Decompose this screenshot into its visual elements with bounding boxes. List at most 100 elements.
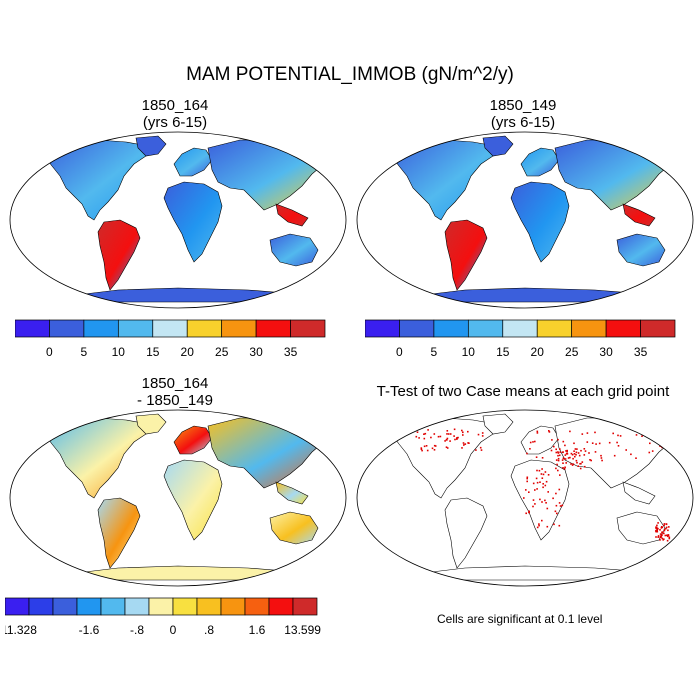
significant-cell [567,457,570,459]
colorbar-tick-label: .8 [204,623,214,637]
significant-cell [613,454,616,457]
map-border [9,409,347,587]
panel-2-title: 1850_149 (yrs 6-15) [363,97,683,131]
significant-cell [555,504,558,507]
continent-indochina [275,203,309,227]
significant-cell [662,539,664,541]
significant-cell [539,481,541,483]
significant-cell [569,456,571,459]
colorbar-swatch [571,319,607,338]
significant-cell [475,449,477,451]
significant-cell [660,536,662,538]
significant-cell [564,458,567,460]
significant-cell [468,442,470,444]
significant-cell [668,536,671,538]
significant-cell [573,453,576,455]
colorbar-tick-label: 20 [181,345,195,359]
panel-1-title-line2: (yrs 6-15) [142,114,208,131]
significant-cell [581,461,584,463]
colorbar-swatch [502,319,538,338]
colorbar-swatch [148,597,174,616]
continent-africa [510,181,570,263]
significant-cell [575,459,578,462]
significant-cell [547,491,549,493]
significant-cell [529,441,532,444]
colorbar-swatch [220,597,246,616]
significant-cell [595,443,597,445]
significant-cell [423,445,426,448]
significant-cell [555,459,558,461]
significant-cell [659,539,661,541]
significant-cell [553,523,555,526]
colorbar-tick-label: 20 [531,345,545,359]
significant-cell [659,533,662,535]
significant-cell [558,524,561,527]
significant-cell [551,439,553,441]
significant-cell [570,463,572,465]
continent-greenland [482,413,514,435]
significant-cell [446,447,449,449]
significant-cell [461,447,463,449]
figure-title: MAM POTENTIAL_IMMOB (gN/m^2/y) [186,64,514,85]
significant-cell [591,442,594,444]
significant-cell [616,441,618,444]
colorbar-swatch [152,319,188,338]
significant-cell [655,536,657,538]
significant-cell [577,465,579,467]
colorbar-tick-label: 0 [170,623,177,637]
colorbar-swatch [15,319,50,338]
significant-cell [558,454,561,457]
significant-cell [661,531,663,534]
map-border [356,131,694,309]
significant-cell [526,476,529,479]
significant-cell [661,534,663,537]
colorbar-tick-label: -1.6 [79,623,100,637]
colorbar-swatch [124,597,150,616]
colorbar-swatch [255,319,291,338]
colorbar-tick-label: 35 [634,345,648,359]
significant-cell [544,484,547,487]
colorbar-tick-label: 5 [81,345,88,359]
colorbar-tick-label: 25 [565,345,579,359]
significant-cell [563,468,566,470]
significant-cell [600,454,602,457]
significant-cell [538,524,540,527]
significant-cell [559,474,561,476]
significant-cell [574,455,576,458]
significant-cell [561,504,564,507]
panel-1-title-line1: 1850_164 [141,97,209,114]
colorbar-swatch [100,597,126,616]
significant-cell [481,432,484,434]
continent-africa [163,181,223,263]
significant-cell [536,430,539,433]
significant-cell [541,468,543,470]
significant-cell [545,480,548,483]
significant-cell [612,432,614,435]
significant-cell [558,488,561,491]
significant-cell [657,535,660,537]
significant-cell [663,524,665,527]
significant-cell [561,459,564,461]
colorbar-swatch [399,319,435,338]
colorbar-panel-2: 0 5 10 15 20 25 30 35 [365,319,676,359]
significant-cell [446,437,449,440]
colorbar-swatch [268,597,294,616]
significant-cell [649,442,651,445]
significant-cell [565,450,567,452]
significant-cell [529,448,531,450]
significant-cell [546,525,549,528]
significant-cell [594,431,596,434]
significant-cell [563,457,565,460]
significant-cell [557,459,560,462]
colorbar-swatch [5,597,30,616]
significant-cell [535,456,538,458]
continent-australia [269,511,319,545]
panel-4-title-line1: T-Test of two Case means at each grid po… [376,383,670,400]
colorbar-swatch [244,597,270,616]
significant-cell [544,471,547,473]
significant-cell [579,467,582,470]
significant-cell [558,502,561,504]
significant-cell [416,431,419,433]
significant-cell [565,453,568,455]
significant-cell [420,447,423,449]
